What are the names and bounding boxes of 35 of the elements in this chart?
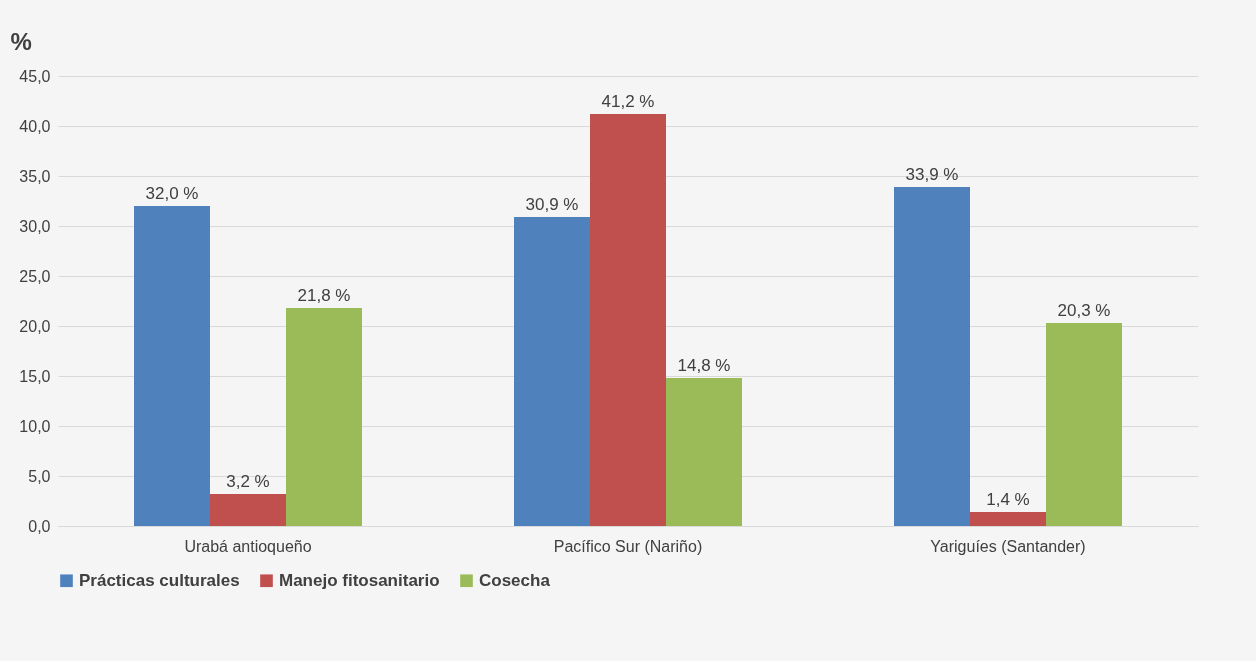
x-tick-label: Yariguíes (Santander) — [930, 537, 1086, 555]
bar — [134, 206, 210, 526]
bar — [894, 187, 970, 526]
data-label: 14,8 % — [677, 356, 731, 375]
data-label: 41,2 % — [601, 92, 655, 111]
y-tick-label: 45,0 — [19, 67, 51, 85]
y-tick-label: 30,0 — [19, 217, 51, 235]
y-tick-label: 0,0 — [28, 517, 51, 535]
bar — [1046, 323, 1122, 526]
bar — [666, 378, 742, 526]
bar — [514, 217, 590, 526]
y-axis-title: % — [10, 27, 32, 55]
bar — [286, 308, 362, 526]
data-label: 30,9 % — [525, 195, 579, 214]
x-tick-label: Pacífico Sur (Nariño) — [553, 537, 703, 555]
data-label: 32,0 % — [145, 184, 199, 203]
y-tick-label: 20,0 — [19, 317, 51, 335]
legend-label: Prácticas culturales — [79, 570, 240, 590]
data-label: 20,3 % — [1057, 301, 1111, 320]
data-label: 1,4 % — [986, 490, 1030, 509]
bar — [970, 512, 1046, 526]
y-tick-label: 15,0 — [19, 367, 51, 385]
legend-label: Cosecha — [479, 570, 551, 590]
data-label: 33,9 % — [905, 165, 959, 184]
bar — [590, 114, 666, 526]
data-label: 21,8 % — [297, 286, 351, 305]
y-tick-label: 40,0 — [19, 117, 51, 135]
y-tick-label: 25,0 — [19, 267, 51, 285]
legend-label: Manejo fitosanitario — [279, 570, 440, 590]
data-label: 3,2 % — [226, 472, 270, 491]
y-tick-label: 5,0 — [28, 467, 51, 485]
x-tick-label: Urabá antioqueño — [184, 537, 312, 555]
bar — [210, 494, 286, 526]
y-tick-label: 35,0 — [19, 167, 51, 185]
y-tick-label: 10,0 — [19, 417, 51, 435]
